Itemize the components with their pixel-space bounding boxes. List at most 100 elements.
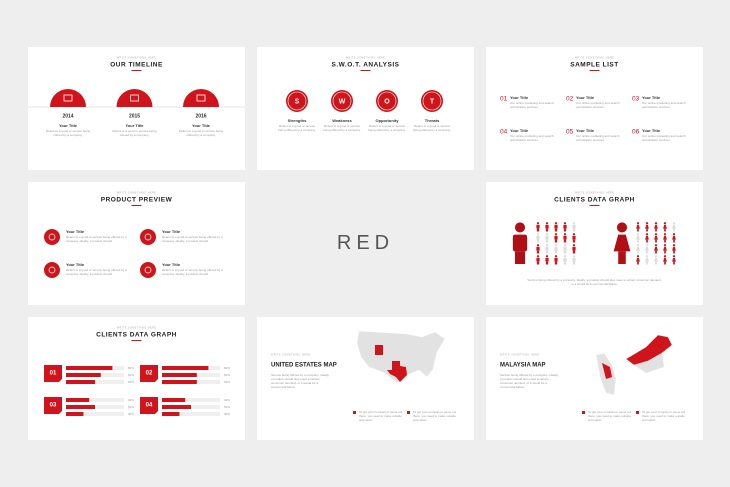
body	[572, 235, 576, 240]
head	[672, 222, 676, 225]
legs	[554, 228, 558, 232]
legs	[572, 250, 576, 254]
year: 2016	[195, 113, 206, 119]
item-heading: Your Title	[162, 229, 181, 234]
item-heading: Strengths	[288, 118, 307, 123]
description: Refers to a good or service being offere…	[162, 268, 223, 276]
woman-icon	[672, 222, 676, 232]
man-icon	[554, 244, 558, 254]
legs	[655, 239, 657, 243]
head	[572, 244, 576, 247]
swot-letter: W	[339, 98, 346, 105]
bar-track	[66, 398, 124, 402]
body	[554, 246, 558, 251]
bar	[162, 373, 197, 377]
head	[616, 222, 628, 233]
man-icon	[536, 222, 540, 232]
legend-swatch	[582, 411, 585, 414]
legs	[545, 239, 549, 243]
swot-circle	[286, 90, 308, 112]
title-underline	[589, 205, 600, 206]
description: Service being offered by a company. Idea…	[271, 373, 330, 389]
kicker: WRITE SOMETHING HERE	[500, 354, 540, 357]
man-icon	[545, 233, 549, 243]
woman-icon	[672, 244, 676, 254]
legend-swatch	[407, 411, 410, 414]
man-icon	[536, 255, 540, 265]
legs	[637, 239, 639, 243]
body	[512, 234, 528, 252]
dress	[645, 224, 649, 229]
woman-icon	[654, 255, 658, 265]
body	[563, 224, 567, 229]
slide-card	[28, 47, 245, 170]
kicker: WRITE SOMETHING HERE	[575, 192, 615, 195]
bar-track	[162, 412, 220, 416]
item-heading: Your Title	[125, 123, 144, 128]
description: Refers to a good or service being offere…	[66, 268, 127, 276]
head	[663, 255, 667, 258]
utah-highlight	[375, 345, 383, 355]
bar-track	[162, 398, 220, 402]
body	[572, 224, 576, 229]
swot-circle	[421, 90, 443, 112]
woman-icon	[663, 233, 667, 243]
bar-label: 60%	[224, 373, 230, 377]
legs	[673, 261, 675, 265]
description: Refers to a good or service being offere…	[162, 235, 223, 243]
woman-icon	[672, 233, 676, 243]
legs	[637, 250, 639, 254]
item-heading: Your Title	[162, 262, 181, 267]
description: To get your company's name out there, yo…	[642, 410, 686, 422]
description-box: Refers to a good or service being offere…	[413, 124, 451, 132]
bar-track	[66, 412, 124, 416]
legs	[572, 239, 576, 243]
kicker: WRITE SOMETHING HERE	[117, 57, 157, 60]
half-circle	[116, 89, 153, 107]
man-icon	[512, 222, 528, 264]
head	[654, 255, 658, 258]
description: Service being offered by a company. Idea…	[500, 373, 559, 389]
head	[563, 222, 567, 225]
description-box: Refers to a good or service being offere…	[323, 124, 361, 132]
dress	[645, 235, 649, 240]
legs	[545, 261, 549, 265]
legs	[673, 250, 675, 254]
description: To get your company's name out there, yo…	[413, 410, 457, 422]
description: Service being offered by a company. Idea…	[527, 278, 662, 286]
kicker: WRITE SOMETHING HERE	[346, 57, 386, 60]
body	[554, 224, 558, 229]
head	[563, 233, 567, 236]
legs	[673, 239, 675, 243]
head	[536, 233, 540, 236]
woman-icon	[654, 222, 658, 232]
description-box: To get your company's name out there, yo…	[359, 410, 402, 422]
list-number: 03	[632, 96, 640, 103]
slide-title: UNITED ESTATES MAP	[271, 363, 337, 369]
man-icon	[536, 233, 540, 243]
half-circle	[183, 89, 219, 107]
icon	[63, 94, 73, 102]
description: Our online marketing and search optimiza…	[576, 101, 620, 109]
list-number: 06	[632, 129, 640, 136]
man-icon	[563, 255, 567, 265]
bar-label: 40%	[128, 398, 134, 402]
body	[536, 257, 540, 262]
swot-circle	[376, 90, 398, 112]
slide-title: SAMPLE LIST	[570, 62, 618, 69]
head	[672, 244, 676, 247]
description-box: Refers to a good or service being offere…	[162, 268, 223, 276]
woman-icon	[645, 222, 649, 232]
dress	[645, 257, 649, 262]
man-icon	[554, 222, 558, 232]
man-icon	[536, 244, 540, 254]
center-title: RED	[337, 232, 394, 254]
legs	[572, 261, 576, 265]
head	[636, 244, 640, 247]
legs	[673, 228, 675, 232]
bar	[66, 373, 101, 377]
legs	[536, 239, 540, 243]
body	[545, 224, 549, 229]
woman-icon	[672, 255, 676, 265]
